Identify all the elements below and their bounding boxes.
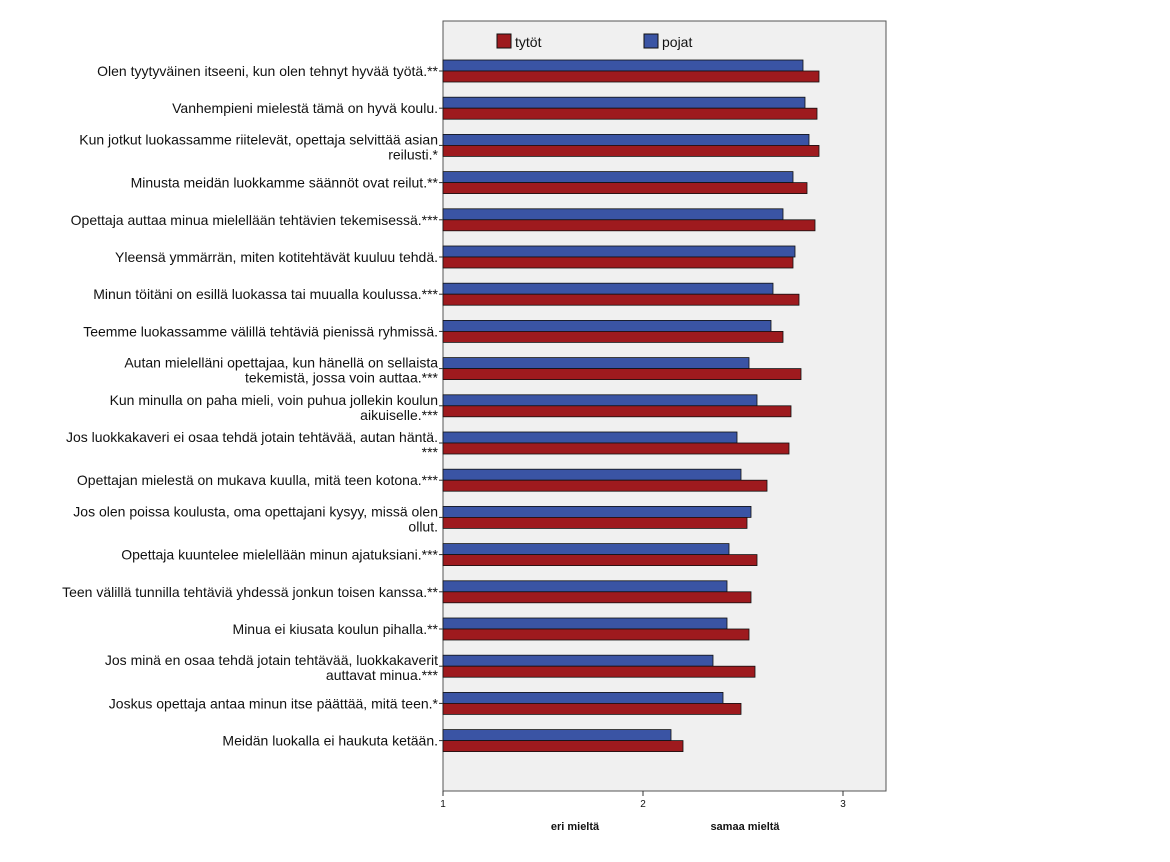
category-label-line: Autan mielelläni opettajaa, kun hänellä …	[124, 355, 438, 371]
bar-tytot	[442, 107, 818, 120]
bar-pojat	[442, 505, 752, 518]
bar-pojat	[442, 96, 806, 109]
bar-pojat	[442, 394, 758, 407]
x-axis-note: samaa mieltä	[710, 821, 780, 833]
legend-swatch	[496, 33, 512, 49]
category-label-line: Jos olen poissa koulusta, oma opettajani…	[73, 503, 438, 519]
bars-group	[442, 59, 820, 752]
category-label: Minua ei kiusata koulun pihalla.**	[233, 621, 439, 637]
bar-pojat	[442, 543, 730, 555]
category-label: Meidän luokalla ei haukuta ketään.	[222, 733, 438, 749]
bar-tytot	[442, 740, 684, 752]
legend-swatch	[643, 33, 659, 49]
x-axis-note: eri mieltä	[551, 821, 600, 833]
category-label: Jos olen poissa koulusta, oma opettajani…	[73, 503, 438, 534]
legend-label: pojat	[662, 34, 692, 50]
x-tick-label: 1	[440, 799, 446, 810]
x-tick-label: 2	[640, 799, 646, 810]
bar-tytot	[442, 293, 800, 306]
bar-pojat	[442, 59, 804, 72]
bar-tytot	[442, 591, 752, 604]
category-label: Jos minä en osaa tehdä jotain tehtävää, …	[105, 652, 439, 683]
bar-tytot	[442, 330, 784, 343]
category-label: Jos luokkakaveri ei osaa tehdä jotain te…	[66, 429, 439, 460]
bar-pojat	[442, 617, 728, 630]
bar-tytot	[442, 182, 808, 195]
bar-pojat	[442, 468, 742, 481]
category-label: Teemme luokassamme välillä tehtäviä pien…	[83, 323, 438, 339]
category-label: Joskus opettaja antaa minun itse päättää…	[109, 695, 439, 711]
category-label-line: reilusti.*	[388, 146, 438, 162]
category-label: Teen välillä tunnilla tehtäviä yhdessä j…	[62, 584, 438, 600]
category-label: Opettaja kuuntelee mielellään minun ajat…	[121, 547, 438, 563]
category-label: Olen tyytyväinen itseeni, kun olen tehny…	[97, 63, 438, 79]
bar-pojat	[442, 580, 728, 593]
bar-tytot	[442, 554, 758, 566]
legend-label: tytöt	[515, 34, 542, 50]
category-label: Opettajan mielestä on mukava kuulla, mit…	[77, 472, 439, 488]
category-label-line: aikuiselle.***	[360, 407, 438, 423]
bar-pojat	[442, 357, 750, 370]
bar-tytot	[442, 517, 748, 529]
bar-tytot	[442, 70, 820, 83]
bar-tytot	[442, 405, 792, 418]
bar-tytot	[442, 665, 756, 678]
bar-pojat	[442, 171, 794, 184]
category-label-line: Kun jotkut luokassamme riitelevät, opett…	[79, 131, 438, 147]
bar-tytot	[442, 368, 802, 381]
category-label-line: Jos minä en osaa tehdä jotain tehtävää, …	[105, 652, 438, 668]
bar-pojat	[442, 245, 796, 258]
category-labels: Olen tyytyväinen itseeni, kun olen tehny…	[62, 63, 438, 749]
bar-tytot	[442, 628, 750, 641]
x-tick-label: 3	[840, 799, 846, 810]
category-label: Yleensä ymmärrän, miten kotitehtävät kuu…	[115, 249, 438, 265]
category-label: Minusta meidän luokkamme säännöt ovat re…	[131, 175, 439, 191]
bar-tytot	[442, 256, 794, 269]
bar-pojat	[442, 729, 672, 741]
category-label: Kun jotkut luokassamme riitelevät, opett…	[79, 131, 438, 162]
bar-pojat	[442, 319, 772, 332]
bar-tytot	[442, 479, 768, 492]
category-label-line: auttavat minua.***	[326, 667, 439, 683]
bar-tytot	[442, 703, 742, 715]
bar-tytot	[442, 442, 790, 455]
bar-pojat	[442, 282, 774, 295]
category-label: Minun töitäni on esillä luokassa tai muu…	[93, 286, 438, 302]
category-label-line: Kun minulla on paha mieli, voin puhua jo…	[110, 392, 438, 408]
bar-pojat	[442, 692, 724, 704]
category-label-line: ollut.	[408, 518, 438, 534]
category-label: Autan mielelläni opettajaa, kun hänellä …	[124, 355, 438, 386]
bar-pojat	[442, 654, 714, 667]
category-label-line: ***	[422, 444, 439, 460]
category-label: Opettaja auttaa minua mielellään tehtävi…	[71, 212, 439, 228]
category-label: Vanhempieni mielestä tämä on hyvä koulu.	[172, 100, 438, 116]
legend: tytöt pojat	[496, 33, 692, 50]
bar-pojat	[442, 431, 738, 444]
bar-tytot	[442, 144, 820, 157]
category-label-line: tekemistä, jossa voin auttaa.***	[245, 370, 439, 386]
bar-pojat	[442, 208, 784, 221]
bar-tytot	[442, 219, 816, 232]
bar-pojat	[442, 133, 810, 146]
x-axis: 1 2 3 eri mieltä samaa mieltä	[439, 70, 846, 833]
category-label-line: Jos luokkakaveri ei osaa tehdä jotain te…	[66, 429, 438, 445]
category-label: Kun minulla on paha mieli, voin puhua jo…	[110, 392, 439, 423]
